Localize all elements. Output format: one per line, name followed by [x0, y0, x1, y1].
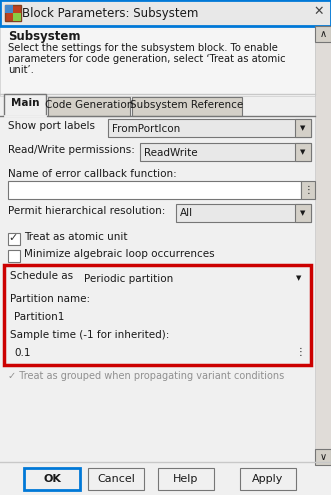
Text: Cancel: Cancel [97, 474, 135, 484]
Text: Help: Help [173, 474, 199, 484]
Text: Minimize algebraic loop occurrences: Minimize algebraic loop occurrences [24, 249, 214, 259]
Bar [24, 468, 80, 490]
Text: Subsystem: Subsystem [8, 30, 80, 43]
Text: unit’.: unit’. [8, 65, 34, 75]
Text: Main: Main [11, 98, 39, 108]
Bar [8, 181, 301, 199]
Bar [293, 343, 307, 361]
Text: ✓: ✓ [8, 233, 17, 243]
Text: Read/Write permissions:: Read/Write permissions: [8, 145, 135, 155]
Bar [80, 269, 307, 287]
Text: Code Generation: Code Generation [45, 100, 133, 110]
Text: Show port labels: Show port labels [8, 121, 95, 131]
Bar [315, 26, 331, 465]
Text: Treat as atomic unit: Treat as atomic unit [24, 232, 127, 242]
Bar [8, 233, 20, 245]
Text: ReadWrite: ReadWrite [144, 148, 198, 157]
Bar [10, 343, 293, 361]
Text: ✓ Treat as grouped when propagating variant conditions: ✓ Treat as grouped when propagating vari… [8, 371, 284, 381]
Bar [132, 97, 242, 116]
Text: ⋮: ⋮ [303, 185, 313, 195]
Bar [4, 94, 46, 116]
Bar [295, 119, 311, 137]
Bar [301, 181, 315, 199]
Text: ✕: ✕ [313, 5, 323, 18]
Bar [5, 5, 13, 13]
Text: parameters for code generation, select ‘Treat as atomic: parameters for code generation, select ‘… [8, 54, 286, 64]
Text: ∧: ∧ [319, 29, 327, 39]
Text: Periodic partition: Periodic partition [84, 274, 173, 284]
Bar [240, 468, 296, 490]
Bar [140, 143, 311, 161]
Bar [176, 204, 311, 222]
Text: ▼: ▼ [300, 125, 306, 131]
Bar [4, 265, 311, 365]
Bar [295, 143, 311, 161]
Text: ▼: ▼ [296, 275, 302, 281]
Text: Partition1: Partition1 [14, 311, 64, 321]
Text: Subsystem Reference: Subsystem Reference [130, 100, 244, 110]
Bar [5, 5, 21, 21]
Text: Sample time (-1 for inherited):: Sample time (-1 for inherited): [10, 330, 169, 340]
Bar [315, 26, 331, 42]
Text: ▼: ▼ [300, 210, 306, 216]
Bar [48, 97, 130, 116]
Bar [315, 449, 331, 465]
Bar [108, 119, 311, 137]
Text: FromPortIcon: FromPortIcon [112, 123, 180, 134]
Bar [10, 307, 307, 325]
Text: Name of error callback function:: Name of error callback function: [8, 169, 177, 179]
Text: OK: OK [43, 474, 61, 484]
Text: Select the settings for the subsystem block. To enable: Select the settings for the subsystem bl… [8, 43, 278, 53]
Text: ∨: ∨ [319, 452, 327, 462]
Text: ▼: ▼ [300, 149, 306, 155]
Text: Schedule as: Schedule as [10, 271, 73, 281]
Bar [13, 13, 21, 21]
Text: Apply: Apply [252, 474, 284, 484]
Bar [158, 468, 214, 490]
Bar [0, 0, 331, 26]
Text: Permit hierarchical resolution:: Permit hierarchical resolution: [8, 206, 165, 216]
Bar [291, 269, 307, 287]
Text: All: All [180, 208, 193, 218]
Text: ⋮: ⋮ [295, 347, 305, 357]
Text: Partition name:: Partition name: [10, 294, 90, 304]
Bar [88, 468, 144, 490]
Text: Block Parameters: Subsystem: Block Parameters: Subsystem [22, 6, 198, 19]
Bar [8, 250, 20, 262]
Bar [0, 26, 315, 96]
Bar [295, 204, 311, 222]
Text: 0.1: 0.1 [14, 347, 30, 357]
